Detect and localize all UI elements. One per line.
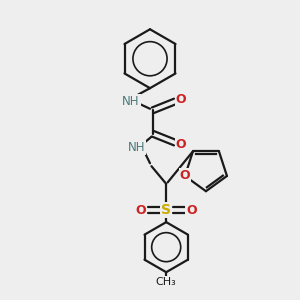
Text: O: O bbox=[176, 138, 186, 151]
Text: S: S bbox=[161, 203, 171, 218]
Text: O: O bbox=[180, 169, 190, 182]
Text: O: O bbox=[186, 204, 196, 217]
Text: O: O bbox=[136, 204, 146, 217]
Text: CH₃: CH₃ bbox=[156, 277, 177, 286]
Text: NH: NH bbox=[122, 95, 140, 108]
Text: NH: NH bbox=[128, 141, 146, 154]
Text: O: O bbox=[176, 93, 186, 106]
